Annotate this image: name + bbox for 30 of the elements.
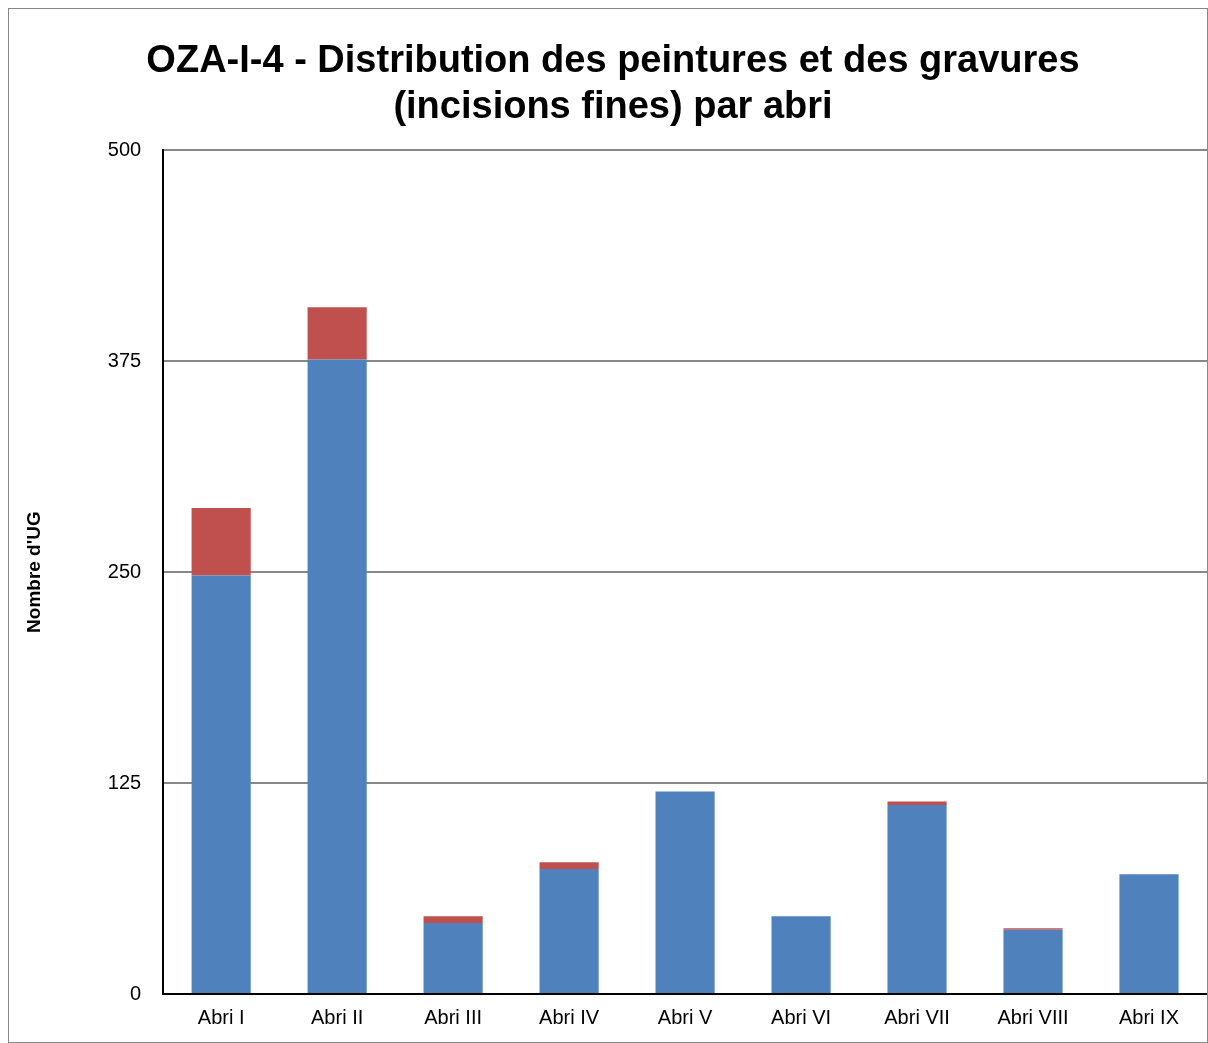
x-tick-label: Abri IV <box>539 1005 600 1028</box>
y-tick-label: 375 <box>107 348 142 371</box>
x-tick-label: Abri II <box>311 1005 364 1028</box>
x-tick-label: Abri VI <box>771 1005 832 1028</box>
x-tick-label: Abri VIII <box>997 1005 1069 1028</box>
x-tick-label: Abri VII <box>884 1005 950 1028</box>
bar <box>307 359 367 993</box>
chart-title: OZA-I-4 - Distribution des peintures et des gravures (incisions fines) par abri <box>146 38 1080 126</box>
bar <box>307 307 367 360</box>
bar <box>423 916 483 924</box>
x-tick-label: Abri III <box>424 1005 483 1028</box>
bar <box>423 923 483 993</box>
bar <box>887 801 947 805</box>
x-tick-label: Abri IX <box>1118 1005 1180 1028</box>
y-axis-title: Nombre d'UG <box>22 511 44 633</box>
y-tick-label: 125 <box>107 770 142 793</box>
x-tick-label: Abri I <box>197 1005 245 1028</box>
bar <box>539 869 599 993</box>
y-tick-label: 0 <box>130 981 142 1004</box>
bar <box>191 507 251 576</box>
bar <box>771 916 831 993</box>
x-tick-label: Abri V <box>657 1005 713 1028</box>
bar <box>191 575 251 993</box>
y-tick-label: 500 <box>107 137 142 160</box>
bar <box>887 804 947 993</box>
bar <box>1003 929 1063 993</box>
bar <box>1119 874 1179 993</box>
y-tick-label: 250 <box>107 559 142 582</box>
bar <box>655 791 715 993</box>
bar <box>539 862 599 870</box>
